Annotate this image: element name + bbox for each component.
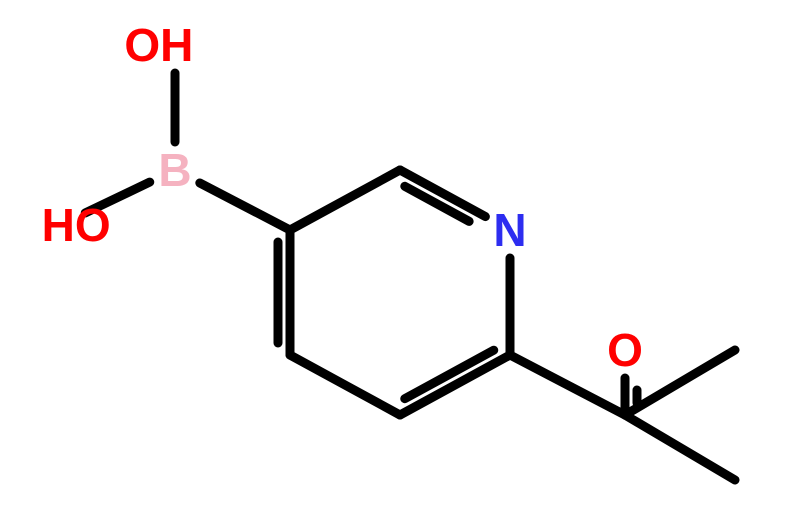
bond [625,415,735,480]
molecule-diagram: B OH HO N O [0,0,800,515]
bond [400,355,510,415]
atom-label-o3: O [607,324,643,376]
atom-label-n: N [493,204,526,256]
atom-label-o2: HO [42,199,111,251]
bond [200,183,290,230]
bond [290,170,400,230]
bond [290,355,400,415]
atom-label-o1: OH [124,19,193,71]
atom-label-b: B [158,144,191,196]
